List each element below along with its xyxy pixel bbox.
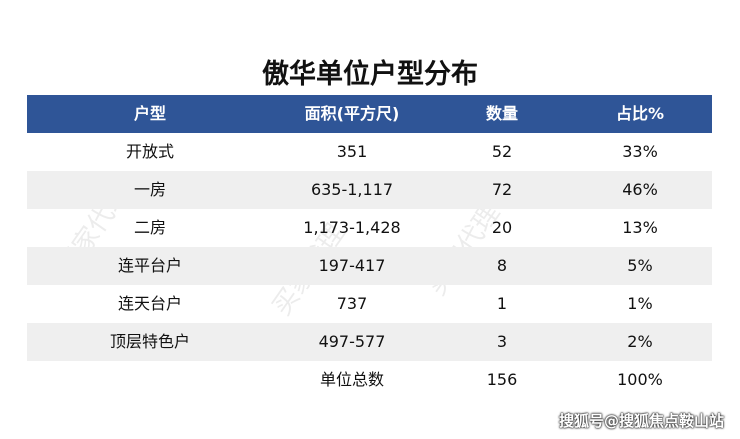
total-share: 100% (617, 370, 663, 389)
table-row: 开放式 351 52 33% (27, 133, 712, 171)
table-cell: 52 (491, 142, 513, 161)
table-cell: 二房 (133, 218, 166, 237)
table-cell: 737 (336, 294, 368, 313)
table-cell: 连平台户 (117, 256, 182, 275)
total-row: 单位总数 156 100% (27, 361, 712, 399)
table-cell: 1,173-1,428 (303, 218, 401, 237)
table-row: 连天台户 737 1 1% (27, 285, 712, 323)
column-header: 数量 (485, 104, 518, 123)
table-cell: 33% (622, 142, 658, 161)
table-cell: 46% (622, 180, 658, 199)
table-row: 二房 1,173-1,428 20 13% (27, 209, 712, 247)
table-cell: 顶层特色户 (109, 332, 190, 351)
table-cell: 197-417 (318, 256, 386, 275)
table-cell: 3 (496, 332, 508, 351)
table-row: 顶层特色户 497-577 3 2% (27, 323, 712, 361)
table-header: 户型 面积(平方尺) 数量 占比% (27, 95, 712, 133)
table-cell: 1 (496, 294, 508, 313)
table-cell: 497-577 (318, 332, 386, 351)
table-cell: 635-1,117 (310, 180, 394, 199)
table-cell: 2% (627, 332, 653, 351)
table-cell: 20 (491, 218, 513, 237)
table-cell: 一房 (133, 180, 166, 199)
table-cell: 5% (627, 256, 653, 275)
table-cell: 351 (336, 142, 368, 161)
total-label: 单位总数 (319, 370, 384, 389)
table-row: 连平台户 197-417 8 5% (27, 247, 712, 285)
footer-credit: 搜狐号@搜狐焦点鞍山站 (558, 412, 724, 430)
column-header: 面积(平方尺) (304, 104, 400, 123)
table-cell: 13% (622, 218, 658, 237)
table-title: 傲华单位户型分布 (262, 59, 478, 90)
table-cell: 8 (496, 256, 508, 275)
table-cell: 1% (627, 294, 653, 313)
total-count: 156 (486, 370, 518, 389)
table-cell: 72 (491, 180, 513, 199)
table-cell: 开放式 (125, 142, 174, 161)
table-row: 一房 635-1,117 72 46% (27, 171, 712, 209)
table-cell: 连天台户 (117, 294, 182, 313)
column-header: 占比% (615, 104, 665, 123)
column-header: 户型 (133, 104, 166, 123)
